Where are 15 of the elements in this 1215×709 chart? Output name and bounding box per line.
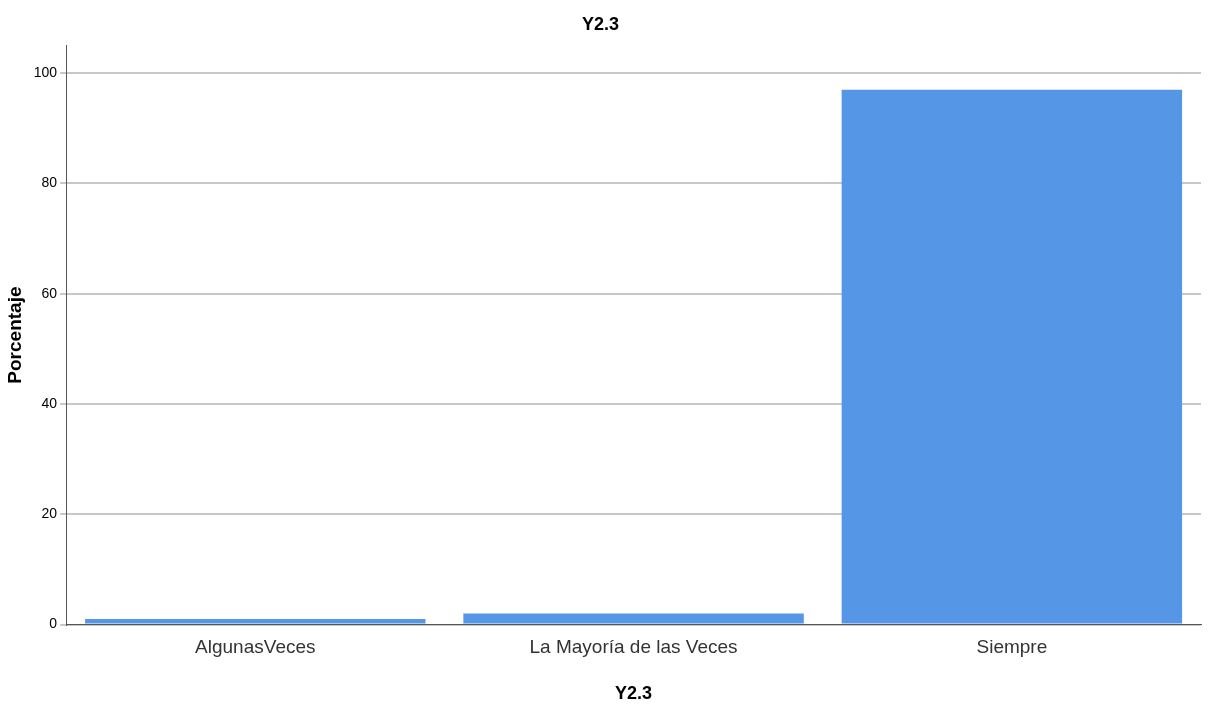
bar — [85, 619, 426, 624]
x-tick-label: AlgunasVeces — [195, 636, 316, 658]
x-axis-title: Y2.3 — [615, 683, 653, 704]
bar — [463, 613, 804, 624]
chart-title: Y2.3 — [581, 13, 620, 34]
bar — [841, 89, 1183, 624]
y-tick-label: 20 — [41, 505, 58, 522]
y-tick-label: 100 — [33, 64, 58, 81]
y-tick-label: 40 — [41, 394, 58, 411]
y-tick-label: 0 — [49, 615, 58, 632]
y-axis-title: Porcentaje — [3, 286, 25, 384]
x-tick-label: Siempre — [976, 636, 1048, 658]
y-tick-label: 60 — [41, 284, 58, 301]
x-tick-label: La Mayoría de las Veces — [529, 636, 738, 658]
y-tick-label: 80 — [41, 174, 58, 191]
